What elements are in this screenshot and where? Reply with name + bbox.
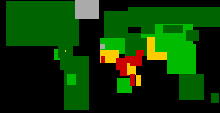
- Bar: [100, 39, 133, 55]
- Bar: [100, 51, 119, 63]
- Bar: [6, 2, 79, 47]
- Bar: [101, 57, 105, 63]
- Bar: [75, 1, 99, 19]
- Bar: [117, 78, 132, 94]
- Bar: [67, 74, 76, 86]
- Bar: [211, 93, 219, 103]
- Bar: [155, 25, 192, 52]
- Bar: [136, 76, 141, 87]
- Bar: [128, 8, 220, 27]
- Bar: [186, 31, 199, 41]
- Bar: [163, 26, 183, 34]
- Bar: [141, 23, 163, 35]
- Bar: [125, 57, 131, 63]
- Bar: [65, 51, 66, 52]
- Bar: [104, 12, 128, 39]
- Bar: [152, 39, 165, 60]
- Bar: [54, 49, 63, 60]
- Bar: [127, 55, 136, 76]
- Bar: [120, 83, 130, 94]
- Bar: [125, 49, 133, 63]
- Bar: [64, 70, 89, 110]
- Bar: [112, 55, 119, 63]
- Bar: [58, 47, 73, 58]
- Bar: [116, 58, 130, 70]
- Bar: [100, 44, 104, 50]
- Bar: [179, 74, 204, 101]
- Bar: [120, 62, 129, 76]
- Bar: [141, 23, 163, 39]
- Bar: [60, 57, 89, 70]
- Bar: [167, 44, 196, 74]
- Bar: [130, 74, 135, 87]
- Bar: [147, 37, 168, 60]
- Bar: [130, 52, 142, 66]
- Bar: [136, 51, 144, 57]
- Bar: [125, 34, 147, 57]
